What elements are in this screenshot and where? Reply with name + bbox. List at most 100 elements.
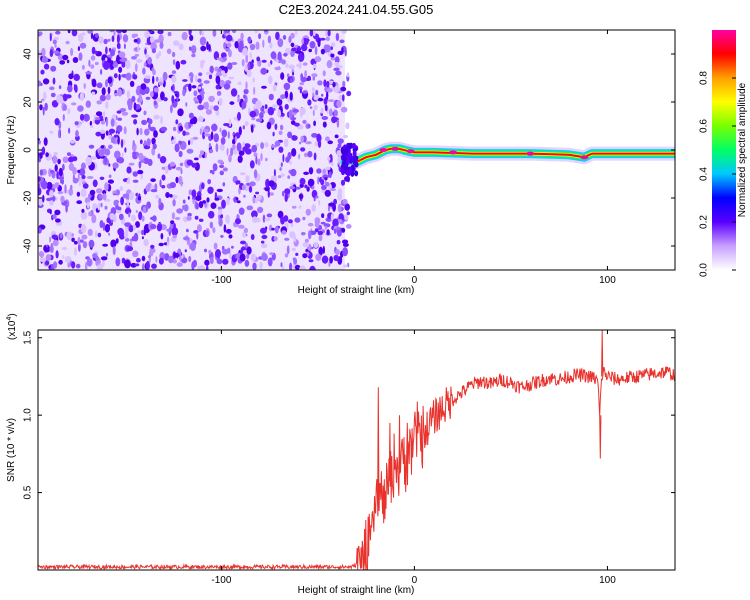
noise-blob <box>134 263 140 267</box>
noise-blob <box>189 34 194 42</box>
noise-blob <box>219 170 224 176</box>
noise-blob <box>304 238 309 243</box>
noise-blob <box>156 223 162 232</box>
noise-blob <box>119 186 124 192</box>
figure-title: C2E3.2024.241.04.55.G05 <box>279 2 434 17</box>
noise-blob <box>210 131 214 140</box>
noise-blob <box>198 115 204 122</box>
noise-blob <box>317 80 323 86</box>
noise-blob <box>140 83 147 90</box>
noise-blob <box>317 97 324 102</box>
spectrogram-y-ticks: -40 -20 0 20 40 <box>23 48 675 253</box>
noise-blob <box>288 109 293 119</box>
colorbar-tick-label: 0.8 <box>699 71 710 85</box>
noise-blob <box>170 104 173 114</box>
noise-blob <box>42 106 45 116</box>
noise-blob <box>124 259 131 269</box>
noise-blob <box>290 42 295 48</box>
noise-blob <box>191 261 195 270</box>
noise-blob <box>89 120 93 127</box>
noise-blob <box>127 102 133 111</box>
noise-blob <box>158 34 164 44</box>
noise-blob <box>213 242 218 250</box>
noise-blob <box>140 173 144 180</box>
noise-blob <box>90 31 94 40</box>
noise-blob <box>269 252 274 256</box>
noise-blob <box>250 124 254 133</box>
noise-blob <box>52 239 59 247</box>
noise-blob <box>287 131 293 139</box>
noise-blob <box>268 75 273 85</box>
noise-blob <box>116 210 121 214</box>
noise-blob <box>49 200 54 206</box>
noise-blob <box>160 233 164 240</box>
noise-blob <box>261 234 268 240</box>
noise-blob <box>267 257 273 267</box>
noise-blob <box>216 71 221 77</box>
noise-blob <box>191 189 197 198</box>
noise-blob <box>64 184 67 194</box>
noise-blob <box>294 217 301 223</box>
noise-blob <box>53 151 58 156</box>
noise-blob <box>191 116 198 125</box>
noise-blob <box>336 100 342 108</box>
noise-blob <box>128 224 134 233</box>
noise-blob <box>135 210 138 213</box>
noise-blob <box>40 69 45 75</box>
noise-blob <box>166 241 169 247</box>
noise-blob <box>117 227 124 236</box>
spectrogram-y-label: Frequency (Hz) <box>6 116 17 185</box>
noise-blob <box>264 157 268 162</box>
colorbar-tick-label: 0.6 <box>699 119 710 133</box>
noise-blob <box>153 100 157 106</box>
noise-blob <box>245 54 249 64</box>
noise-blob <box>272 131 275 137</box>
noise-blob <box>55 197 58 201</box>
noise-blob <box>334 56 340 64</box>
noise-blob <box>291 247 296 252</box>
noise-blob <box>108 128 116 134</box>
noise-blob <box>160 126 168 132</box>
noise-blob <box>175 60 181 70</box>
noise-blob <box>251 117 256 121</box>
noise-blob <box>312 76 316 81</box>
noise-blob <box>206 197 210 203</box>
noise-blob <box>162 71 168 81</box>
noise-blob <box>172 126 177 132</box>
noise-blob <box>325 136 330 142</box>
noise-blob <box>346 90 352 97</box>
noise-blob <box>322 245 325 254</box>
noise-blob <box>94 230 98 238</box>
noise-blob <box>247 36 252 43</box>
noise-blob <box>299 141 302 145</box>
noise-blob <box>62 54 69 61</box>
noise-blob <box>289 231 296 239</box>
noise-blob <box>198 86 202 90</box>
noise-blob <box>309 106 313 109</box>
noise-blob <box>170 220 175 225</box>
noise-blob <box>265 178 270 188</box>
noise-blob <box>284 188 291 195</box>
noise-blob <box>105 101 109 109</box>
spectrogram-x-ticks: -100 0 100 <box>211 30 616 286</box>
noise-blob <box>142 206 146 214</box>
noise-blob <box>135 193 138 197</box>
noise-blob <box>198 201 204 209</box>
noise-blob <box>321 185 327 191</box>
noise-blob <box>182 199 186 204</box>
noise-blob <box>209 148 214 154</box>
noise-blob <box>59 60 66 65</box>
noise-blob <box>72 173 75 183</box>
noise-blob <box>79 113 85 121</box>
transition-blob <box>350 165 355 172</box>
noise-blob <box>180 59 187 65</box>
noise-blob <box>336 240 341 245</box>
noise-blob <box>297 46 301 51</box>
noise-blob <box>300 76 307 83</box>
noise-blob <box>188 30 192 36</box>
noise-blob <box>327 30 331 37</box>
noise-blob <box>149 91 154 98</box>
noise-blob <box>254 30 258 34</box>
noise-blob <box>299 177 306 185</box>
noise-blob <box>82 183 89 189</box>
